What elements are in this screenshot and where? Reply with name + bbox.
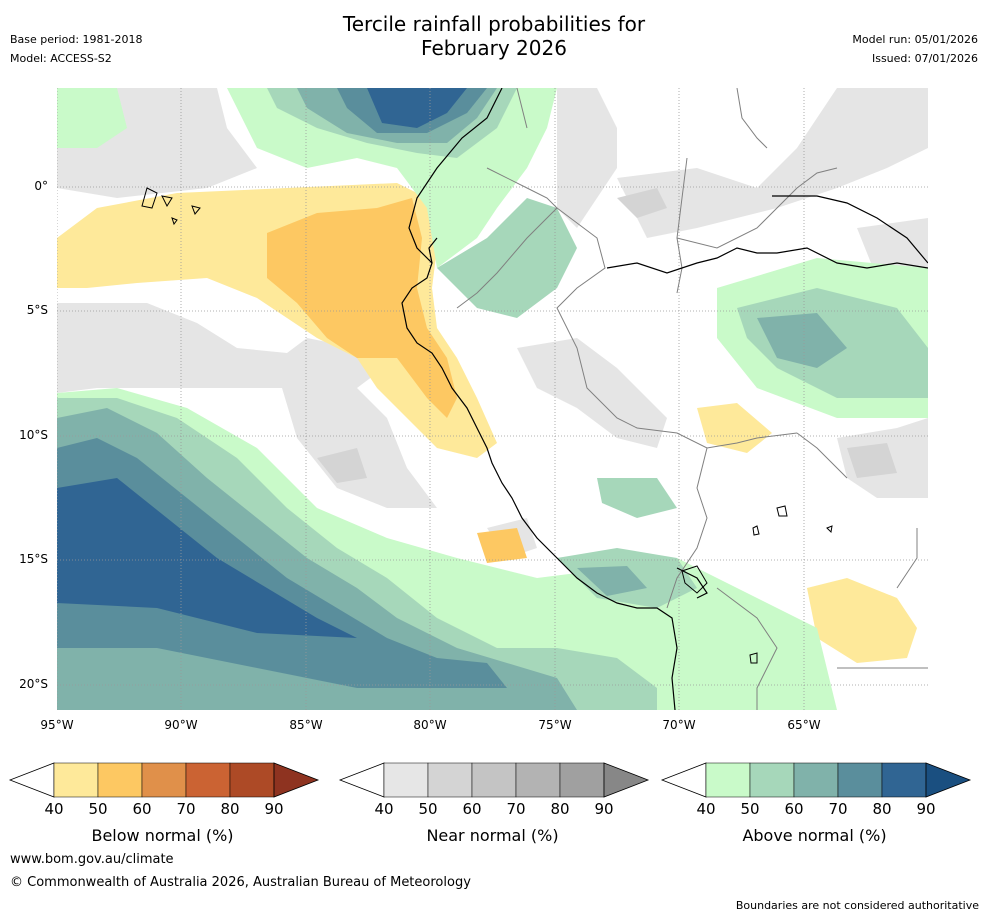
colorbar-segment <box>515 762 561 798</box>
colorbar-segment <box>427 762 473 798</box>
colorbar-near-normal <box>338 762 650 798</box>
colorbar-below-label: Below normal (%) <box>91 826 234 845</box>
colorbar-tick-label: 90 <box>264 800 284 818</box>
colorbars <box>8 762 972 798</box>
lat-label-5s: 5°S <box>26 303 48 317</box>
colorbar-segment <box>749 762 795 798</box>
colorbar-extend-low <box>660 762 707 798</box>
colorbar-tick-label: 80 <box>872 800 892 818</box>
title-line-2: February 2026 <box>421 36 567 60</box>
colorbar-tick-label: 80 <box>220 800 240 818</box>
map-title: Tercile rainfall probabilities for Febru… <box>0 12 988 60</box>
colorbar-above-normal <box>660 762 972 798</box>
lon-label-65w: 65°W <box>787 718 821 732</box>
colorbar-tick-label: 40 <box>44 800 64 818</box>
lon-label-95w: 95°W <box>40 718 74 732</box>
colorbar-extend-low <box>338 762 385 798</box>
colorbar-tick-label: 60 <box>784 800 804 818</box>
lat-label-15s: 15°S <box>19 552 48 566</box>
colorbar-tick-label: 60 <box>132 800 152 818</box>
colorbar-tick-label: 60 <box>462 800 482 818</box>
colorbar-segment <box>471 762 517 798</box>
meta-left: Base period: 1981-2018 Model: ACCESS-S2 <box>10 30 142 68</box>
lon-label-75w: 75°W <box>538 718 572 732</box>
colorbar-segment <box>229 762 275 798</box>
base-period: Base period: 1981-2018 <box>10 33 143 46</box>
colorbar-tick-label: 50 <box>418 800 438 818</box>
footer-disclaimer: Boundaries are not considered authoritat… <box>735 899 979 912</box>
issued-date: Issued: 07/01/2026 <box>871 52 978 65</box>
colorbar-tick-label: 70 <box>828 800 848 818</box>
above-normal-regions <box>57 88 928 710</box>
colorbar-segment <box>53 762 99 798</box>
colorbar-tick-label: 40 <box>374 800 394 818</box>
lat-label-20s: 20°S <box>19 677 48 691</box>
colorbar-extend-high <box>273 762 320 798</box>
colorbar-tick-label: 80 <box>550 800 570 818</box>
coastline <box>401 88 928 710</box>
colorbar-tick-label: 70 <box>506 800 526 818</box>
colorbar-tick-label: 50 <box>740 800 760 818</box>
colorbar-tick-label: 40 <box>696 800 716 818</box>
rainfall-probability-map <box>57 88 928 710</box>
colorbar-near-label: Near normal (%) <box>426 826 559 845</box>
lon-label-90w: 90°W <box>164 718 198 732</box>
near-normal-darker <box>317 188 897 483</box>
country-borders <box>456 88 928 710</box>
meta-right: Model run: 05/01/2026 Issued: 07/01/2026 <box>852 30 978 68</box>
colorbar-below-normal <box>8 762 320 798</box>
graticule <box>57 88 928 710</box>
footer-copyright: © Commonwealth of Australia 2026, Austra… <box>10 875 471 890</box>
colorbar-tick-label: 90 <box>594 800 614 818</box>
lat-label-10s: 10°S <box>19 428 48 442</box>
colorbar-tick-label: 70 <box>176 800 196 818</box>
colorbar-tick-label: 50 <box>88 800 108 818</box>
colorbar-extend-high <box>603 762 650 798</box>
title-line-1: Tercile rainfall probabilities for <box>342 12 646 36</box>
colorbar-segment <box>97 762 143 798</box>
lon-label-70w: 70°W <box>662 718 696 732</box>
colorbar-extend-low <box>8 762 55 798</box>
small-lakes <box>749 505 833 664</box>
colorbar-above-label: Above normal (%) <box>742 826 887 845</box>
colorbar-segment <box>383 762 429 798</box>
footer-url: www.bom.gov.au/climate <box>10 852 174 867</box>
galapagos-islands <box>141 187 201 226</box>
colorbar-segment <box>185 762 231 798</box>
lake-titicaca <box>681 565 708 594</box>
colorbar-segment <box>705 762 751 798</box>
colorbar-tick-label: 90 <box>916 800 936 818</box>
model-run: Model run: 05/01/2026 <box>852 33 978 46</box>
lon-label-80w: 80°W <box>413 718 447 732</box>
colorbar-segment <box>837 762 883 798</box>
colorbar-segment <box>559 762 605 798</box>
colorbar-segment <box>141 762 187 798</box>
colorbar-extend-high <box>925 762 972 798</box>
colorbar-segment <box>793 762 839 798</box>
lon-label-85w: 85°W <box>289 718 323 732</box>
lat-label-0: 0° <box>34 179 48 193</box>
colorbar-segment <box>881 762 927 798</box>
model-name: Model: ACCESS-S2 <box>10 52 112 65</box>
